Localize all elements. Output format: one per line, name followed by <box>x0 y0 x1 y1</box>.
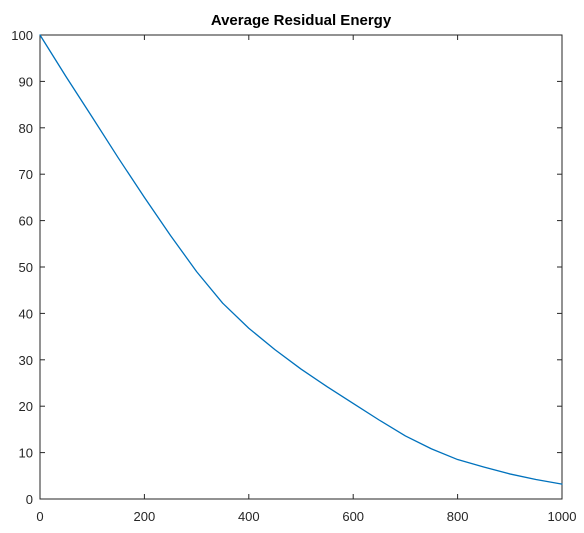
y-tick-label: 100 <box>11 28 33 43</box>
y-tick-label: 90 <box>19 74 33 89</box>
y-tick-label: 60 <box>19 214 33 229</box>
x-tick-label: 0 <box>36 509 43 524</box>
x-tick-label: 600 <box>342 509 364 524</box>
series-line-1 <box>39 34 563 485</box>
x-tick-label: 200 <box>134 509 156 524</box>
x-tick-label: 1000 <box>548 509 577 524</box>
chart-title: Average Residual Energy <box>211 12 392 29</box>
y-tick-label: 50 <box>19 260 33 275</box>
x-tick-label: 400 <box>238 509 260 524</box>
y-tick-label: 30 <box>19 353 33 368</box>
x-tick-label: 800 <box>447 509 469 524</box>
y-tick-label: 20 <box>19 399 33 414</box>
y-tick-label: 10 <box>19 446 33 461</box>
y-tick-label: 80 <box>19 121 33 136</box>
y-tick-label: 0 <box>26 492 33 507</box>
y-tick-label: 70 <box>19 167 33 182</box>
y-tick-label: 40 <box>19 306 33 321</box>
plot-frame <box>39 34 563 500</box>
